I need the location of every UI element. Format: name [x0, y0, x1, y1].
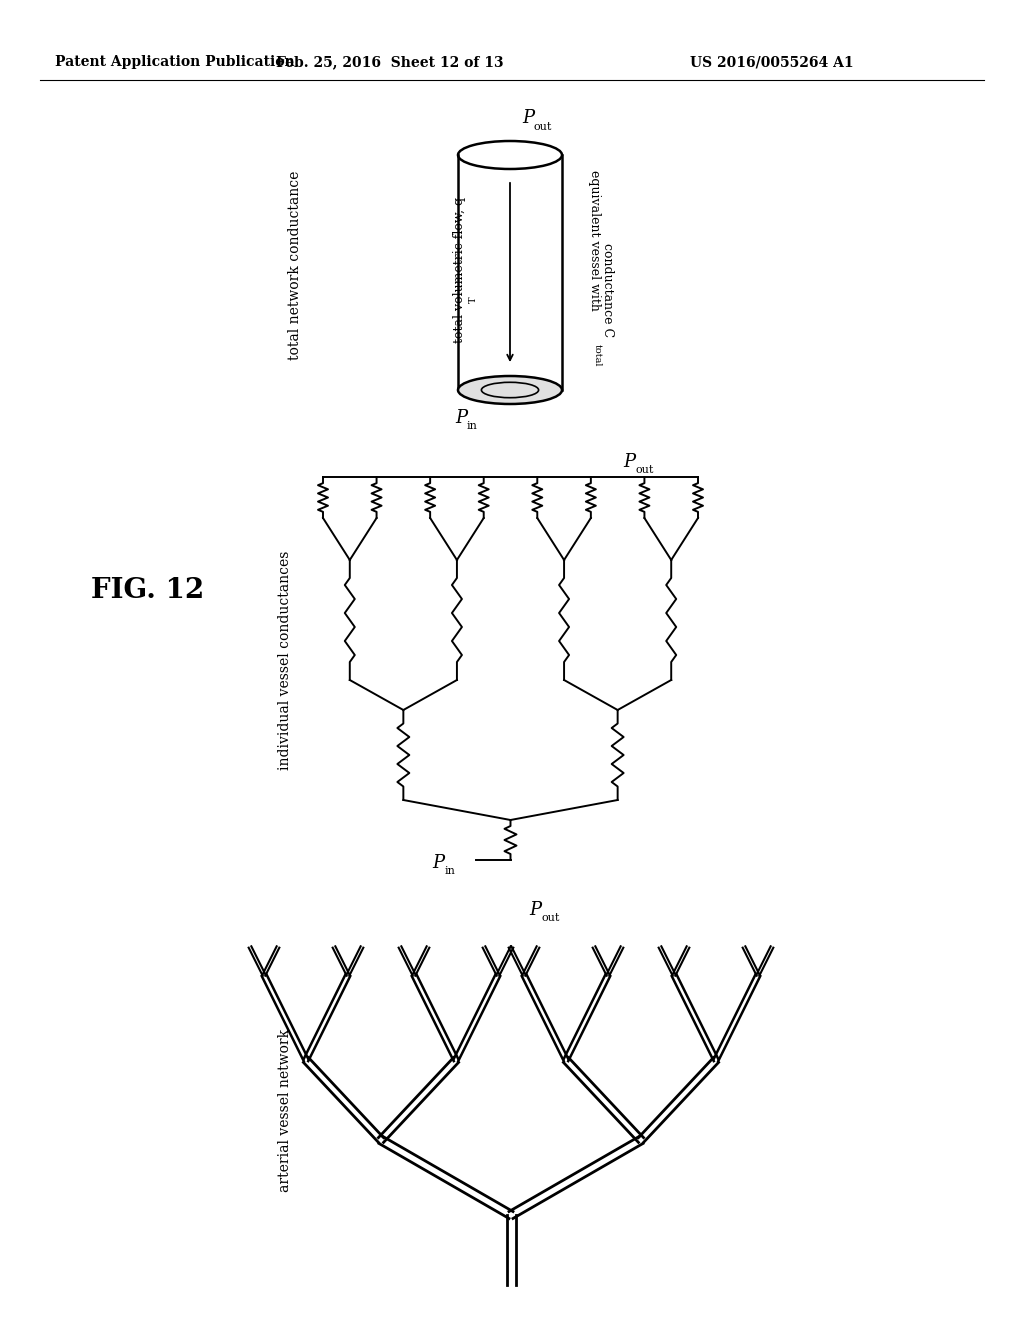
Ellipse shape: [458, 376, 562, 404]
Text: total volumetric flow, q: total volumetric flow, q: [454, 197, 467, 343]
Text: out: out: [541, 913, 559, 923]
Text: conductance C: conductance C: [601, 243, 614, 337]
Text: total network conductance: total network conductance: [288, 170, 302, 359]
Text: T: T: [469, 297, 477, 304]
Text: in: in: [444, 866, 456, 876]
Text: P: P: [432, 854, 444, 873]
Text: equivalent vessel with: equivalent vessel with: [589, 169, 601, 310]
Text: individual vessel conductances: individual vessel conductances: [278, 550, 292, 770]
Text: US 2016/0055264 A1: US 2016/0055264 A1: [690, 55, 854, 69]
Text: Feb. 25, 2016  Sheet 12 of 13: Feb. 25, 2016 Sheet 12 of 13: [276, 55, 504, 69]
Text: P: P: [623, 453, 635, 471]
Text: P: P: [529, 902, 541, 919]
Text: in: in: [467, 421, 478, 432]
Text: arterial vessel network: arterial vessel network: [278, 1028, 292, 1192]
Text: total: total: [593, 343, 601, 366]
Text: P: P: [455, 409, 467, 426]
Text: P: P: [522, 110, 535, 127]
Text: FIG. 12: FIG. 12: [91, 577, 205, 603]
Text: out: out: [635, 465, 653, 475]
Text: Patent Application Publication: Patent Application Publication: [55, 55, 295, 69]
Text: out: out: [534, 121, 552, 132]
